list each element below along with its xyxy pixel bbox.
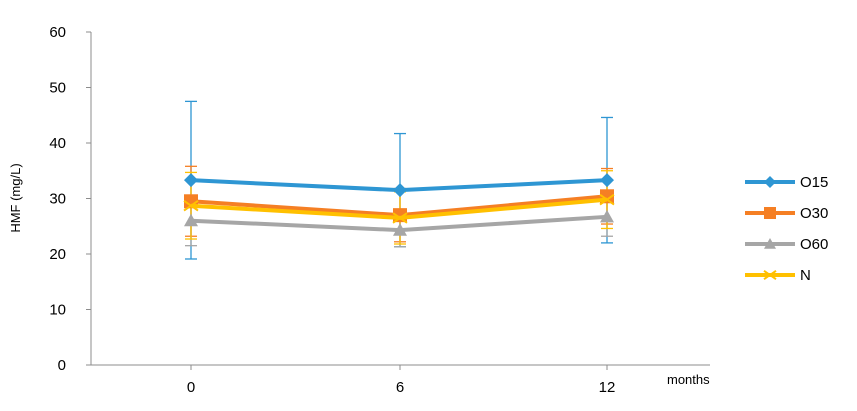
legend-item-o15: O15 [745,174,828,191]
legend-item-o30: O30 [745,205,828,222]
legend-item-o60: O60 [745,236,828,253]
y-tick-label: 30 [49,191,66,208]
y-tick-label: 10 [49,302,66,319]
legend-marker-triangle [764,238,776,249]
data-point-triangle [393,223,407,236]
x-tick-label: 6 [396,379,404,396]
x-tick-label: 0 [187,379,195,396]
data-point-x [183,199,199,212]
legend-marker-x [763,269,777,281]
y-ticks: 0 10 20 30 40 50 60 [49,24,91,374]
legend-label: N [800,267,811,284]
axes: 0 10 20 30 40 50 60 0 6 12 [49,24,710,396]
y-tick-label: 20 [49,246,66,263]
y-axis-label: HMF (mg/L) [8,163,23,232]
x-axis-unit-label: months [667,372,710,387]
legend-marker-diamond [764,176,776,188]
data-point-diamond [600,173,614,188]
y-tick-label: 40 [49,135,66,152]
data-point-diamond [184,173,198,188]
y-tick-label: 60 [49,24,66,41]
series-o60 [184,209,614,236]
data-point-x [599,193,615,206]
legend: O15 O30 O60 N [745,174,828,284]
data-point-triangle [184,213,198,227]
legend-marker-square [764,207,776,219]
plot-area [183,100,615,260]
series-n [183,193,615,224]
series-o15 [184,173,614,198]
legend-label: O60 [800,236,828,253]
y-tick-label: 50 [49,80,66,97]
legend-label: O30 [800,205,828,222]
y-tick-label: 0 [58,357,66,374]
data-point-diamond [393,183,407,198]
x-tick-label: 12 [599,379,616,396]
data-point-triangle [600,209,614,223]
x-ticks: 0 6 12 [187,365,616,396]
legend-item-n: N [745,267,811,284]
legend-label: O15 [800,174,828,191]
data-point-x [392,212,408,224]
